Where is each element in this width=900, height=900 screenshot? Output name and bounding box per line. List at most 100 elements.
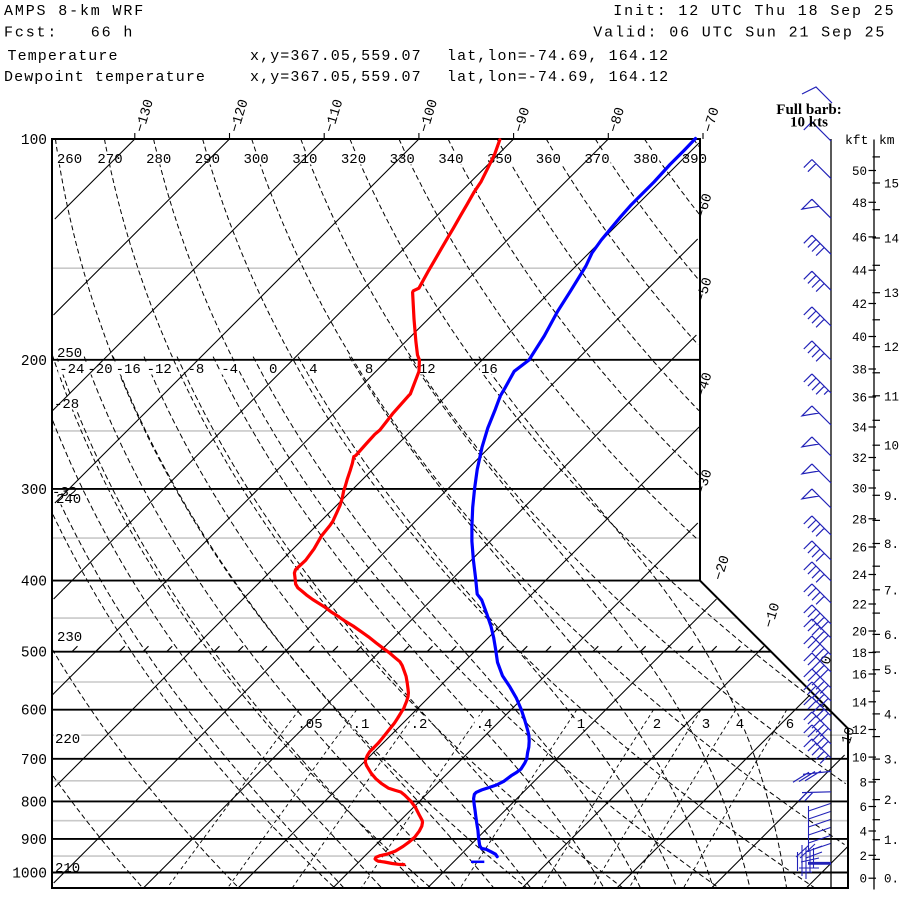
svg-text:9.: 9.	[884, 490, 899, 504]
svg-text:Init: 12 UTC Thu 18 Sep 25: Init: 12 UTC Thu 18 Sep 25	[613, 3, 895, 20]
svg-text:-8: -8	[187, 362, 204, 378]
svg-text:18: 18	[852, 647, 867, 661]
svg-text:48: 48	[852, 197, 867, 211]
svg-text:40: 40	[852, 331, 867, 345]
svg-text:1000: 1000	[12, 867, 47, 883]
svg-text:14.: 14.	[884, 233, 900, 247]
svg-text:390: 390	[682, 152, 707, 168]
svg-text:46: 46	[852, 231, 867, 245]
svg-text:6: 6	[859, 801, 867, 815]
svg-text:.05: .05	[297, 717, 322, 733]
svg-text:−10: −10	[762, 601, 785, 630]
svg-text:.2: .2	[411, 717, 428, 733]
svg-text:Full barb:: Full barb:	[776, 102, 841, 118]
svg-text:x,y=367.05,559.07: x,y=367.05,559.07	[250, 69, 422, 86]
svg-text:10: 10	[852, 752, 867, 766]
svg-text:−100: −100	[417, 98, 442, 135]
svg-text:600: 600	[21, 704, 47, 720]
svg-text:−110: −110	[322, 98, 347, 135]
svg-text:16: 16	[481, 362, 498, 378]
svg-text:1: 1	[577, 717, 585, 733]
svg-text:12.: 12.	[884, 341, 900, 355]
svg-text:5.: 5.	[884, 664, 899, 678]
svg-text:1.: 1.	[884, 834, 899, 848]
svg-text:12: 12	[419, 362, 436, 378]
svg-text:lat,lon=-74.69, 164.12: lat,lon=-74.69, 164.12	[447, 69, 669, 86]
svg-text:-4: -4	[221, 362, 238, 378]
svg-text:Temperature: Temperature	[8, 48, 119, 65]
svg-text:380: 380	[633, 152, 658, 168]
svg-text:-12: -12	[147, 362, 172, 378]
svg-text:−130: −130	[133, 98, 158, 135]
svg-text:280: 280	[146, 152, 171, 168]
svg-text:Valid: 06 UTC Sun 21 Sep 25: Valid: 06 UTC Sun 21 Sep 25	[593, 25, 886, 42]
svg-text:700: 700	[21, 753, 47, 769]
svg-text:8: 8	[859, 777, 867, 791]
svg-text:360: 360	[536, 152, 561, 168]
svg-text:-28: -28	[54, 397, 79, 413]
svg-text:−60: −60	[694, 192, 717, 221]
svg-text:340: 340	[438, 152, 463, 168]
svg-text:.1: .1	[353, 717, 370, 733]
svg-text:10: 10	[839, 725, 859, 746]
svg-text:320: 320	[341, 152, 366, 168]
svg-text:−120: −120	[227, 98, 252, 135]
svg-text:250: 250	[57, 346, 82, 362]
svg-text:30: 30	[852, 483, 867, 497]
svg-text:24: 24	[852, 569, 867, 583]
svg-text:220: 220	[55, 732, 80, 748]
svg-text:km: km	[879, 133, 895, 148]
svg-text:270: 270	[97, 152, 122, 168]
svg-text:100: 100	[21, 133, 47, 149]
svg-text:3.: 3.	[884, 754, 899, 768]
svg-text:4.: 4.	[884, 708, 899, 722]
svg-text:44: 44	[852, 265, 867, 279]
svg-text:8: 8	[365, 362, 373, 378]
svg-text:−30: −30	[694, 468, 717, 497]
svg-text:7.: 7.	[884, 584, 899, 598]
svg-text:-20: -20	[87, 362, 112, 378]
svg-text:−20: −20	[711, 554, 734, 583]
svg-text:.4: .4	[476, 717, 493, 733]
svg-text:kft: kft	[845, 133, 868, 148]
svg-text:lat,lon=-74.69, 164.12: lat,lon=-74.69, 164.12	[447, 48, 669, 65]
svg-text:16: 16	[852, 669, 867, 683]
svg-text:4: 4	[859, 826, 867, 840]
svg-text:−70: −70	[701, 106, 724, 135]
svg-text:4: 4	[309, 362, 317, 378]
svg-text:900: 900	[21, 833, 47, 849]
svg-text:12: 12	[852, 724, 867, 738]
svg-text:14: 14	[852, 696, 867, 710]
svg-text:2.: 2.	[884, 794, 899, 808]
svg-text:800: 800	[21, 795, 47, 811]
svg-text:0: 0	[269, 362, 277, 378]
svg-text:310: 310	[292, 152, 317, 168]
svg-text:6.: 6.	[884, 629, 899, 643]
svg-text:10 kts: 10 kts	[790, 115, 828, 131]
svg-text:400: 400	[21, 575, 47, 591]
svg-text:34: 34	[852, 422, 867, 436]
svg-text:300: 300	[21, 483, 47, 499]
svg-text:−80: −80	[606, 106, 629, 135]
svg-text:36: 36	[852, 392, 867, 406]
svg-text:32: 32	[852, 452, 867, 466]
svg-text:x,y=367.05,559.07: x,y=367.05,559.07	[250, 48, 422, 65]
svg-text:4: 4	[736, 717, 744, 733]
svg-text:−90: −90	[512, 106, 535, 135]
svg-text:230: 230	[57, 630, 82, 646]
svg-text:Fcst: 66 h: Fcst: 66 h	[4, 25, 134, 42]
svg-text:2: 2	[859, 850, 867, 864]
svg-text:20: 20	[852, 626, 867, 640]
svg-text:10.: 10.	[884, 440, 900, 454]
svg-text:500: 500	[21, 646, 47, 662]
svg-text:-16: -16	[116, 362, 141, 378]
svg-text:38: 38	[852, 364, 867, 378]
svg-text:6: 6	[786, 717, 794, 733]
svg-text:−40: −40	[694, 371, 717, 400]
svg-text:Dewpoint temperature: Dewpoint temperature	[4, 69, 206, 86]
svg-text:370: 370	[584, 152, 609, 168]
svg-text:0: 0	[859, 873, 867, 887]
svg-text:200: 200	[21, 354, 47, 370]
svg-text:260: 260	[57, 152, 82, 168]
svg-text:8.: 8.	[884, 538, 899, 552]
